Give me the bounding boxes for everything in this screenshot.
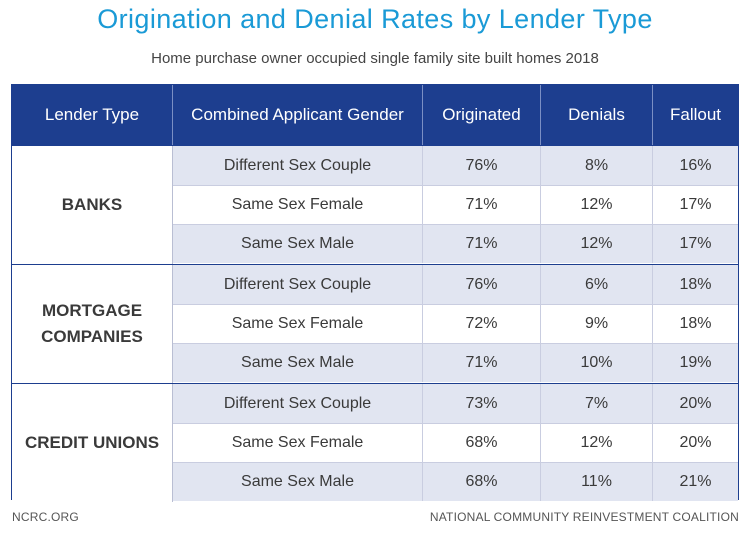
- column-header-denials: Denials: [541, 85, 653, 145]
- table-row: Different Sex Couple 76% 8% 16%: [173, 146, 738, 185]
- fallout-cell: 17%: [679, 196, 712, 213]
- denials-cell: 12%: [541, 424, 653, 462]
- denials-cell: 6%: [541, 265, 653, 304]
- footer-organization: NATIONAL COMMUNITY REINVESTMENT COALITIO…: [429, 510, 739, 524]
- originated-cell: 76%: [423, 265, 541, 304]
- denials-cell: 10%: [541, 344, 653, 382]
- fallout-cell: 19%: [679, 354, 712, 371]
- fallout-cell: 17%: [679, 235, 712, 252]
- column-header-fallout: Fallout: [669, 105, 722, 124]
- originated-cell: 71%: [423, 186, 541, 224]
- table-row: Same Sex Female 72% 9% 18%: [173, 304, 738, 343]
- gender-cell: Same Sex Female: [173, 424, 423, 462]
- column-header-gender: Combined Applicant Gender: [173, 85, 423, 145]
- rates-table: Lender Type Combined Applicant Gender Or…: [11, 84, 739, 502]
- denials-cell: 12%: [541, 186, 653, 224]
- fallout-cell: 18%: [679, 315, 712, 332]
- column-header-originated: Originated: [423, 85, 541, 145]
- originated-cell: 68%: [423, 424, 541, 462]
- originated-cell: 73%: [423, 384, 541, 423]
- lender-group-banks: BANKS Different Sex Couple 76% 8% 16% Sa…: [12, 145, 738, 264]
- lender-type-label-line2: COMPANIES: [41, 327, 143, 346]
- footer-site-link[interactable]: NCRC.ORG: [12, 510, 79, 524]
- gender-cell: Different Sex Couple: [173, 265, 423, 304]
- denials-cell: 8%: [541, 146, 653, 185]
- column-header-lender-type: Lender Type: [12, 85, 173, 145]
- gender-cell: Different Sex Couple: [173, 146, 423, 185]
- table-row: Same Sex Male 71% 10% 19%: [173, 343, 738, 382]
- gender-cell: Same Sex Male: [173, 225, 423, 263]
- page-subtitle: Home purchase owner occupied single fami…: [151, 50, 599, 67]
- table-row: Different Sex Couple 76% 6% 18%: [173, 265, 738, 304]
- originated-cell: 71%: [423, 344, 541, 382]
- lender-type-label: BANKS: [61, 195, 123, 214]
- table-row: Same Sex Female 68% 12% 20%: [173, 423, 738, 462]
- fallout-cell: 20%: [679, 434, 712, 451]
- lender-type-cell: MORTGAGE COMPANIES: [12, 265, 173, 383]
- table-row: Same Sex Male 68% 11% 21%: [173, 462, 738, 501]
- denials-cell: 12%: [541, 225, 653, 263]
- gender-cell: Same Sex Male: [173, 344, 423, 382]
- gender-cell: Same Sex Female: [173, 186, 423, 224]
- lender-type-label: MORTGAGE: [41, 301, 143, 320]
- table-row: Same Sex Female 71% 12% 17%: [173, 185, 738, 224]
- table-row: Different Sex Couple 73% 7% 20%: [173, 384, 738, 423]
- gender-cell: Same Sex Male: [173, 463, 423, 501]
- table-row: Same Sex Male 71% 12% 17%: [173, 224, 738, 263]
- gender-cell: Different Sex Couple: [173, 384, 423, 423]
- lender-type-label: CREDIT UNIONS: [24, 433, 160, 452]
- originated-cell: 76%: [423, 146, 541, 185]
- lender-type-cell: BANKS: [12, 146, 173, 264]
- lender-group-credit-unions: CREDIT UNIONS Different Sex Couple 73% 7…: [12, 383, 738, 502]
- table-header-row: Lender Type Combined Applicant Gender Or…: [12, 85, 738, 145]
- denials-cell: 9%: [541, 305, 653, 343]
- lender-type-cell: CREDIT UNIONS: [12, 384, 173, 502]
- lender-group-mortgage-companies: MORTGAGE COMPANIES Different Sex Couple …: [12, 264, 738, 383]
- originated-cell: 71%: [423, 225, 541, 263]
- denials-cell: 7%: [541, 384, 653, 423]
- fallout-cell: 18%: [679, 275, 712, 293]
- page-title: Origination and Denial Rates by Lender T…: [97, 4, 653, 34]
- denials-cell: 11%: [541, 463, 653, 501]
- fallout-cell: 20%: [679, 394, 712, 412]
- originated-cell: 68%: [423, 463, 541, 501]
- gender-cell: Same Sex Female: [173, 305, 423, 343]
- fallout-cell: 16%: [679, 156, 712, 174]
- originated-cell: 72%: [423, 305, 541, 343]
- fallout-cell: 21%: [679, 473, 712, 490]
